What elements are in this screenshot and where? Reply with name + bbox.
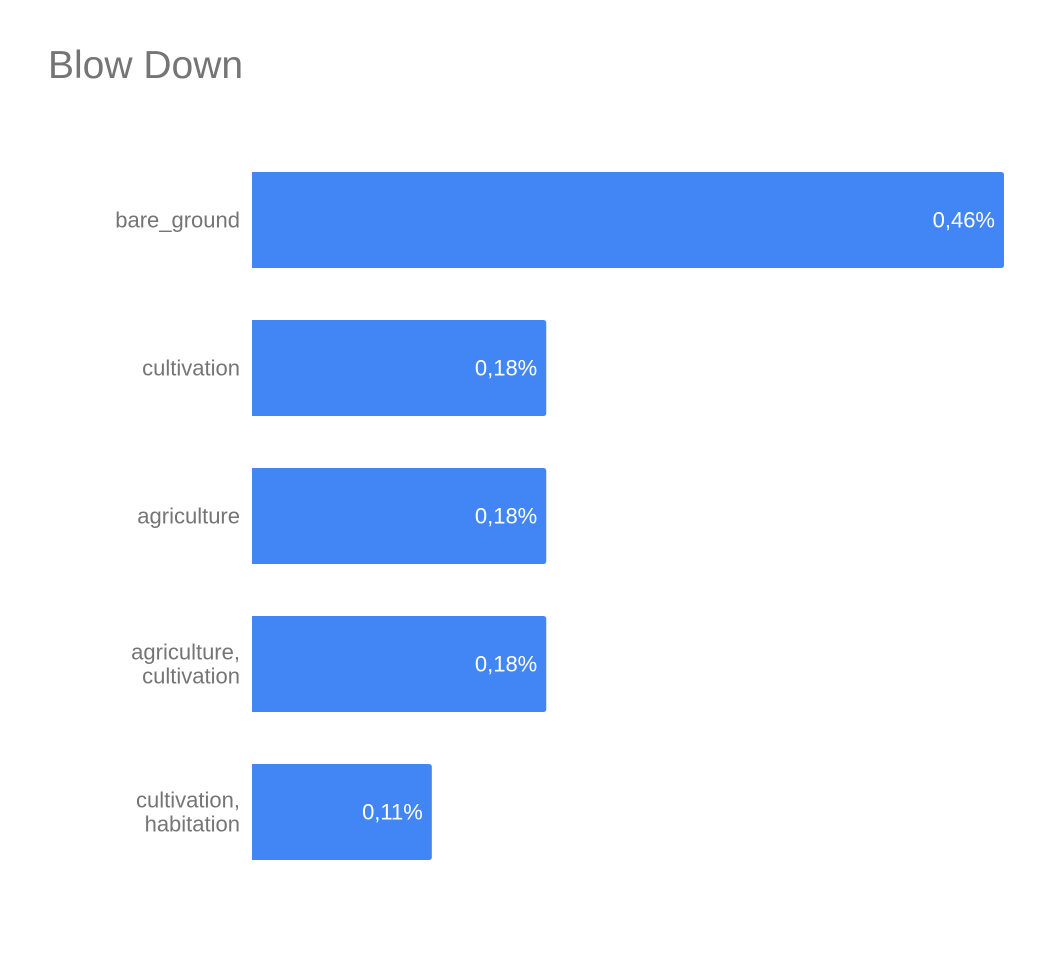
bar-group: 0,18% agriculture bbox=[137, 468, 547, 564]
bar-value-label: 0,46% bbox=[933, 208, 995, 233]
category-tick-label: cultivation bbox=[142, 356, 240, 381]
category-tick-label: agriculture, bbox=[131, 640, 240, 665]
category-tick-label: bare_ground bbox=[115, 208, 240, 233]
bar bbox=[252, 172, 1004, 268]
category-tick-label: agriculture bbox=[137, 504, 240, 529]
bar-group: 0,18% cultivation bbox=[142, 320, 547, 416]
bar-value-label: 0,11% bbox=[362, 800, 423, 825]
chart-title: Blow Down bbox=[48, 44, 244, 87]
bar bbox=[252, 468, 547, 564]
bar-value-label: 0,18% bbox=[475, 652, 537, 677]
bar-value-label: 0,18% bbox=[475, 356, 537, 381]
bar bbox=[252, 320, 547, 416]
bar bbox=[252, 764, 432, 860]
category-tick-label: cultivation bbox=[142, 664, 240, 689]
bar-group: 0,46% bare_ground bbox=[115, 172, 1004, 268]
bar-group: 0,11% cultivation,habitation bbox=[136, 764, 432, 860]
bar-group: 0,18% agriculture,cultivation bbox=[131, 616, 547, 712]
bar-value-label: 0,18% bbox=[475, 504, 537, 529]
category-tick-label: habitation bbox=[145, 812, 240, 837]
category-tick-label: cultivation, bbox=[136, 788, 240, 813]
bar bbox=[252, 616, 547, 712]
